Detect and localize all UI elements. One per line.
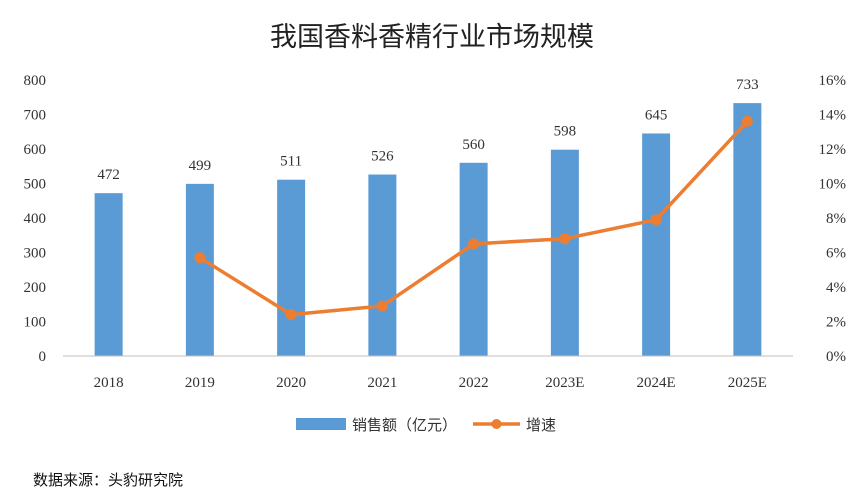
growth-point	[468, 238, 480, 250]
y2-tick-label: 8%	[826, 211, 846, 227]
growth-point	[194, 252, 206, 264]
x-tick-label: 2020	[276, 375, 306, 391]
y2-tick-label: 16%	[819, 73, 847, 89]
x-tick-label: 2023E	[545, 375, 584, 391]
y-tick-label: 0	[39, 349, 47, 365]
legend: 销售额（亿元） 增速	[296, 416, 556, 434]
x-tick-label: 2018	[94, 375, 124, 391]
y-tick-label: 800	[24, 73, 47, 89]
x-tick-label: 2022	[459, 375, 489, 391]
y-tick-label: 600	[24, 142, 47, 158]
bar-data-label: 598	[554, 124, 577, 140]
y2-tick-label: 4%	[826, 280, 846, 296]
growth-point	[285, 309, 297, 321]
y2-tick-label: 2%	[826, 315, 846, 331]
bar-data-label: 560	[462, 137, 485, 153]
y-tick-label: 100	[24, 315, 47, 331]
y-tick-label: 500	[24, 177, 47, 193]
x-tick-label: 2025E	[728, 375, 767, 391]
y2-tick-label: 12%	[819, 142, 847, 158]
y2-tick-label: 14%	[819, 108, 847, 124]
bar	[185, 183, 214, 356]
y-tick-label: 300	[24, 246, 47, 262]
bar-data-label: 526	[371, 149, 394, 165]
y-tick-label: 700	[24, 108, 47, 124]
source-note: 数据来源：头豹研究院	[33, 471, 183, 489]
legend-bar-swatch	[296, 418, 346, 430]
bar	[550, 149, 579, 356]
y-tick-label: 200	[24, 280, 47, 296]
growth-point	[559, 233, 571, 245]
bar	[459, 162, 488, 356]
bar-data-label: 499	[189, 158, 212, 174]
bar	[94, 193, 123, 356]
growth-point	[650, 214, 662, 226]
bar	[368, 174, 397, 356]
legend-line-label: 增速	[526, 416, 556, 434]
bar	[642, 133, 671, 356]
bar-data-label: 645	[645, 107, 668, 123]
bar	[733, 103, 762, 357]
x-tick-label: 2024E	[637, 375, 676, 391]
bar-data-label: 472	[97, 167, 120, 183]
x-tick-label: 2021	[367, 375, 397, 391]
legend-bar-label: 销售额（亿元）	[352, 416, 457, 434]
bar-data-label: 733	[736, 77, 759, 93]
y2-tick-label: 6%	[826, 246, 846, 262]
x-tick-label: 2019	[185, 375, 215, 391]
legend-line-marker	[491, 419, 502, 429]
y2-tick-label: 10%	[819, 177, 847, 193]
chart-title: 我国香料香精行业市场规模	[270, 22, 594, 53]
plot-area: 0 100 200 300 400 500 600 700 800 0% 2% 4% 6% 8% 10% 12…	[24, 73, 847, 391]
bar-data-label: 511	[280, 154, 302, 170]
y2-tick-label: 0%	[826, 349, 846, 365]
y-tick-label: 400	[24, 211, 47, 227]
growth-point	[741, 115, 753, 127]
growth-point	[376, 300, 388, 312]
bar	[277, 179, 306, 356]
